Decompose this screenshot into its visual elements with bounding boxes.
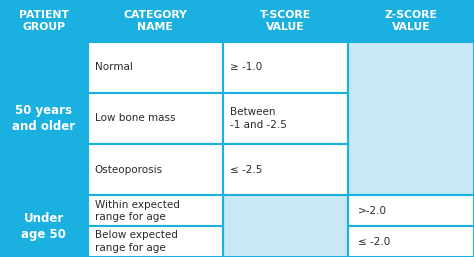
Text: Low bone mass: Low bone mass	[95, 114, 175, 123]
Text: T-SCORE
VALUE: T-SCORE VALUE	[260, 10, 311, 32]
Bar	[348, 42, 474, 195]
Bar	[223, 195, 348, 257]
Bar	[0, 195, 88, 257]
Bar	[223, 144, 348, 195]
Text: Normal: Normal	[95, 62, 133, 72]
Bar	[223, 93, 348, 144]
Bar	[88, 226, 223, 257]
Bar	[223, 0, 348, 42]
Text: Z-SCORE
VALUE: Z-SCORE VALUE	[385, 10, 438, 32]
Bar	[0, 0, 88, 42]
Text: Within expected
range for age: Within expected range for age	[95, 199, 180, 222]
Text: Under
age 50: Under age 50	[21, 212, 66, 241]
Text: 50 years
and older: 50 years and older	[12, 104, 75, 133]
Bar	[88, 144, 223, 195]
Bar	[88, 42, 223, 93]
Text: Below expected
range for age: Below expected range for age	[95, 230, 178, 253]
Text: Between
-1 and -2.5: Between -1 and -2.5	[230, 107, 287, 130]
Bar	[223, 42, 348, 93]
Text: CATEGORY
NAME: CATEGORY NAME	[123, 10, 187, 32]
Bar	[88, 0, 223, 42]
Text: ≥ -1.0: ≥ -1.0	[230, 62, 262, 72]
Bar	[88, 93, 223, 144]
Text: >-2.0: >-2.0	[358, 206, 387, 216]
Text: ≤ -2.5: ≤ -2.5	[230, 165, 262, 175]
Bar	[348, 195, 474, 226]
Bar	[348, 0, 474, 42]
Text: ≤ -2.0: ≤ -2.0	[358, 237, 390, 246]
Bar	[88, 195, 223, 226]
Bar	[348, 226, 474, 257]
Bar	[0, 42, 88, 195]
Text: PATIENT
GROUP: PATIENT GROUP	[19, 10, 69, 32]
Text: Osteoporosis: Osteoporosis	[95, 165, 163, 175]
